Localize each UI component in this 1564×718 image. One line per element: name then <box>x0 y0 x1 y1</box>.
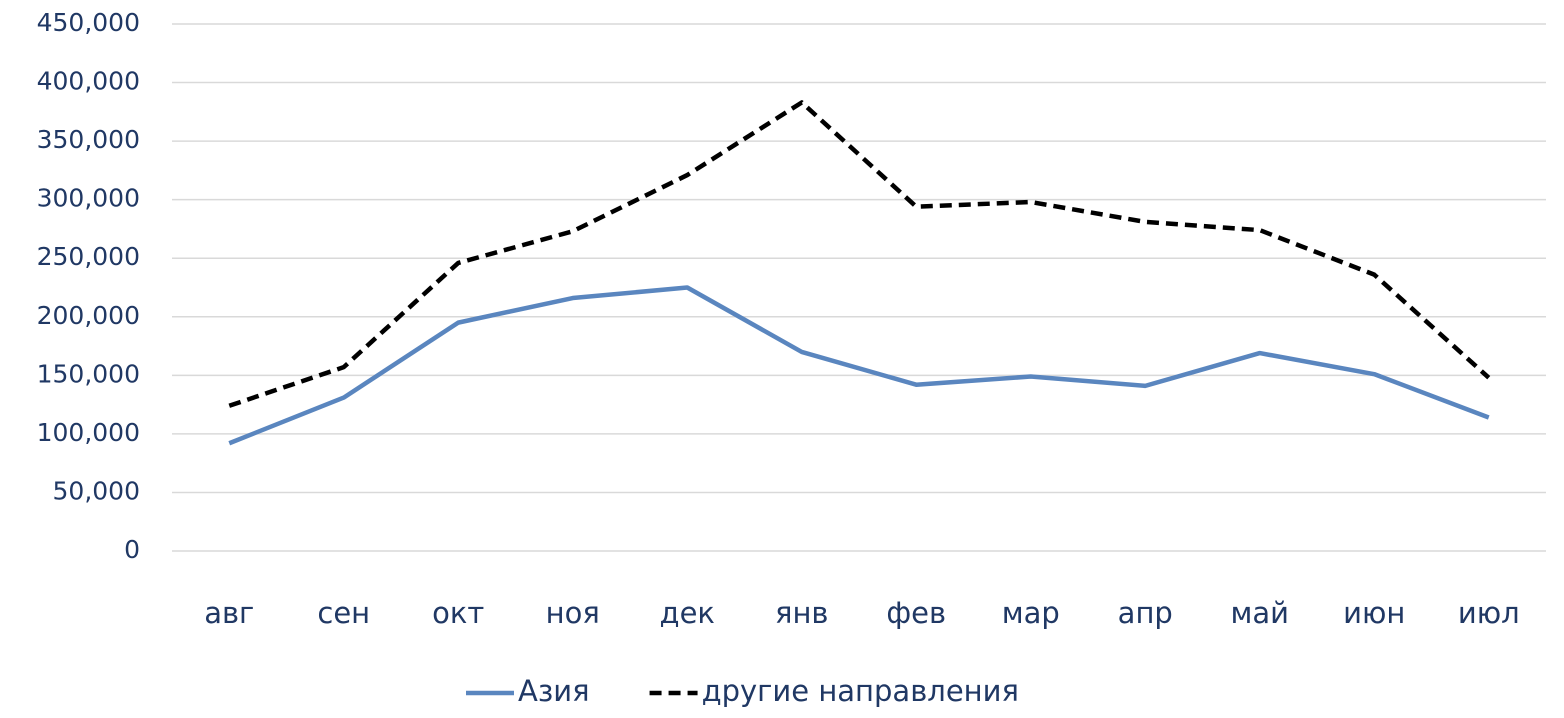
x-tick-label: июл <box>1458 596 1520 630</box>
legend-label: Азия <box>518 674 590 708</box>
y-tick-label: 450,000 <box>37 8 140 37</box>
legend-label: другие направления <box>702 674 1019 708</box>
x-tick-label: фев <box>886 596 946 630</box>
x-tick-label: июн <box>1343 596 1405 630</box>
y-tick-label: 350,000 <box>37 125 140 154</box>
line-series <box>228 100 1491 408</box>
x-tick-label: сен <box>317 596 370 630</box>
x-tick-label: окт <box>432 596 484 630</box>
line-series <box>228 285 1490 446</box>
x-tick-label: янв <box>775 596 829 630</box>
x-tick-label: мар <box>1002 596 1060 630</box>
y-tick-label: 250,000 <box>37 242 140 271</box>
y-tick-label: 0 <box>124 535 140 564</box>
y-tick-label: 150,000 <box>37 359 140 388</box>
x-tick-label: авг <box>204 596 254 630</box>
y-tick-label: 400,000 <box>37 67 140 96</box>
x-tick-label: апр <box>1118 596 1173 630</box>
x-tick-label: ноя <box>546 596 600 630</box>
x-tick-label: дек <box>660 596 715 630</box>
y-tick-label: 100,000 <box>37 418 140 447</box>
x-tick-label: май <box>1231 596 1290 630</box>
y-tick-label: 50,000 <box>53 476 140 505</box>
y-tick-label: 200,000 <box>37 301 140 330</box>
y-tick-label: 300,000 <box>37 184 140 213</box>
